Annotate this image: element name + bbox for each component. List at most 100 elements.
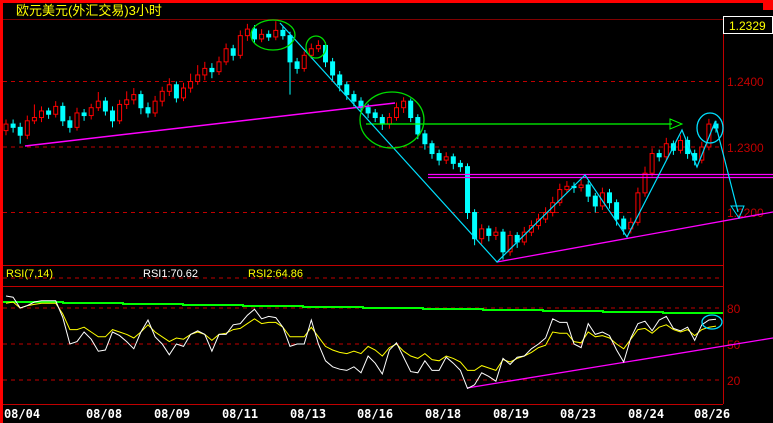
date-tick-label: 08/18 bbox=[425, 407, 461, 421]
chart-title: 欧元美元(外汇交易)3小时 bbox=[16, 3, 162, 18]
candle bbox=[649, 148, 655, 177]
candle-body bbox=[401, 100, 407, 109]
candle-body bbox=[450, 156, 456, 164]
candle-body bbox=[287, 35, 293, 63]
candle bbox=[3, 119, 9, 136]
candle-body bbox=[564, 185, 570, 191]
candle bbox=[585, 181, 591, 203]
candle bbox=[443, 152, 449, 165]
candle-body bbox=[124, 99, 130, 105]
date-tick-label: 08/24 bbox=[628, 407, 664, 421]
candle bbox=[592, 192, 598, 213]
candle-body bbox=[3, 123, 9, 132]
date-tick-label: 08/11 bbox=[222, 407, 258, 421]
price-tick-label: 1.2400 bbox=[727, 75, 764, 89]
candle-body bbox=[102, 100, 108, 112]
candle-body bbox=[635, 192, 641, 223]
rsi1-value: RSI1:70.62 bbox=[143, 268, 198, 280]
date-tick-label: 08/09 bbox=[154, 407, 190, 421]
candle bbox=[656, 149, 662, 162]
candle-body bbox=[415, 117, 421, 135]
candle bbox=[472, 209, 478, 246]
candle bbox=[465, 163, 470, 220]
candle-body bbox=[678, 139, 683, 151]
candle bbox=[88, 103, 94, 120]
candle-body bbox=[557, 189, 563, 204]
candle bbox=[635, 187, 641, 226]
date-tick-label: 08/04 bbox=[4, 407, 40, 421]
candle bbox=[166, 78, 172, 96]
corner-block bbox=[763, 0, 773, 10]
candle bbox=[252, 25, 257, 44]
candle-body bbox=[138, 94, 144, 109]
date-tick-label: 08/26 bbox=[694, 407, 730, 421]
candle bbox=[401, 97, 407, 113]
candle-body bbox=[244, 28, 250, 37]
candle bbox=[301, 51, 307, 72]
candle bbox=[195, 65, 201, 85]
candle-body bbox=[273, 29, 279, 38]
candle-body bbox=[500, 231, 506, 253]
candle bbox=[294, 57, 300, 74]
rsi-tick-label: 80 bbox=[727, 302, 741, 316]
candle-body bbox=[39, 110, 44, 119]
candle-body bbox=[88, 107, 94, 117]
candle-body bbox=[252, 28, 257, 40]
candle bbox=[273, 21, 279, 41]
top-circle bbox=[250, 19, 296, 51]
candle-body bbox=[202, 67, 208, 76]
support-trendline bbox=[24, 102, 396, 147]
candle bbox=[330, 57, 336, 81]
candle bbox=[599, 187, 605, 210]
candle bbox=[10, 119, 16, 133]
candle bbox=[95, 91, 101, 111]
candle-body bbox=[592, 195, 598, 207]
candle-body bbox=[379, 117, 385, 125]
arrow-head-icon bbox=[669, 118, 684, 130]
annotations bbox=[24, 19, 773, 263]
candle-body bbox=[308, 48, 314, 56]
candle-body bbox=[259, 33, 265, 40]
candle-body bbox=[394, 107, 399, 119]
candle-body bbox=[159, 90, 165, 102]
candle-body bbox=[599, 192, 605, 207]
date-tick-label: 08/16 bbox=[357, 407, 393, 421]
rsi-line-rsi1 bbox=[5, 295, 717, 390]
candle bbox=[60, 102, 66, 127]
candle bbox=[429, 140, 435, 159]
date-tick-label: 08/08 bbox=[86, 407, 122, 421]
candle bbox=[266, 30, 272, 41]
candle-body bbox=[209, 67, 215, 73]
candle-body bbox=[436, 153, 442, 161]
rsi-support-trendline bbox=[466, 337, 773, 389]
candle bbox=[259, 29, 265, 43]
candle bbox=[457, 160, 463, 172]
candle-body bbox=[10, 123, 16, 128]
candle-body bbox=[351, 94, 357, 102]
candle-body bbox=[443, 156, 449, 161]
candle bbox=[17, 122, 23, 144]
candle bbox=[372, 109, 378, 123]
candle-body bbox=[457, 162, 463, 168]
candle-body bbox=[31, 117, 37, 122]
candle bbox=[486, 225, 492, 242]
rsi-circle bbox=[701, 314, 723, 330]
candle-body bbox=[294, 61, 300, 69]
candle bbox=[706, 118, 712, 151]
candle bbox=[607, 188, 612, 209]
candle-body bbox=[315, 44, 321, 50]
candle bbox=[223, 43, 229, 66]
candle bbox=[131, 88, 137, 105]
price-tick-label: 1.2200 bbox=[727, 206, 764, 220]
candle-body bbox=[131, 94, 137, 101]
candle-body bbox=[67, 120, 73, 128]
candle bbox=[173, 81, 179, 103]
candle bbox=[287, 31, 293, 95]
candle-body bbox=[507, 234, 513, 253]
candle bbox=[394, 102, 399, 121]
rsi-indicator-name: RSI(7,14) bbox=[6, 268, 53, 280]
candle-body bbox=[60, 105, 66, 122]
candle bbox=[315, 40, 321, 53]
